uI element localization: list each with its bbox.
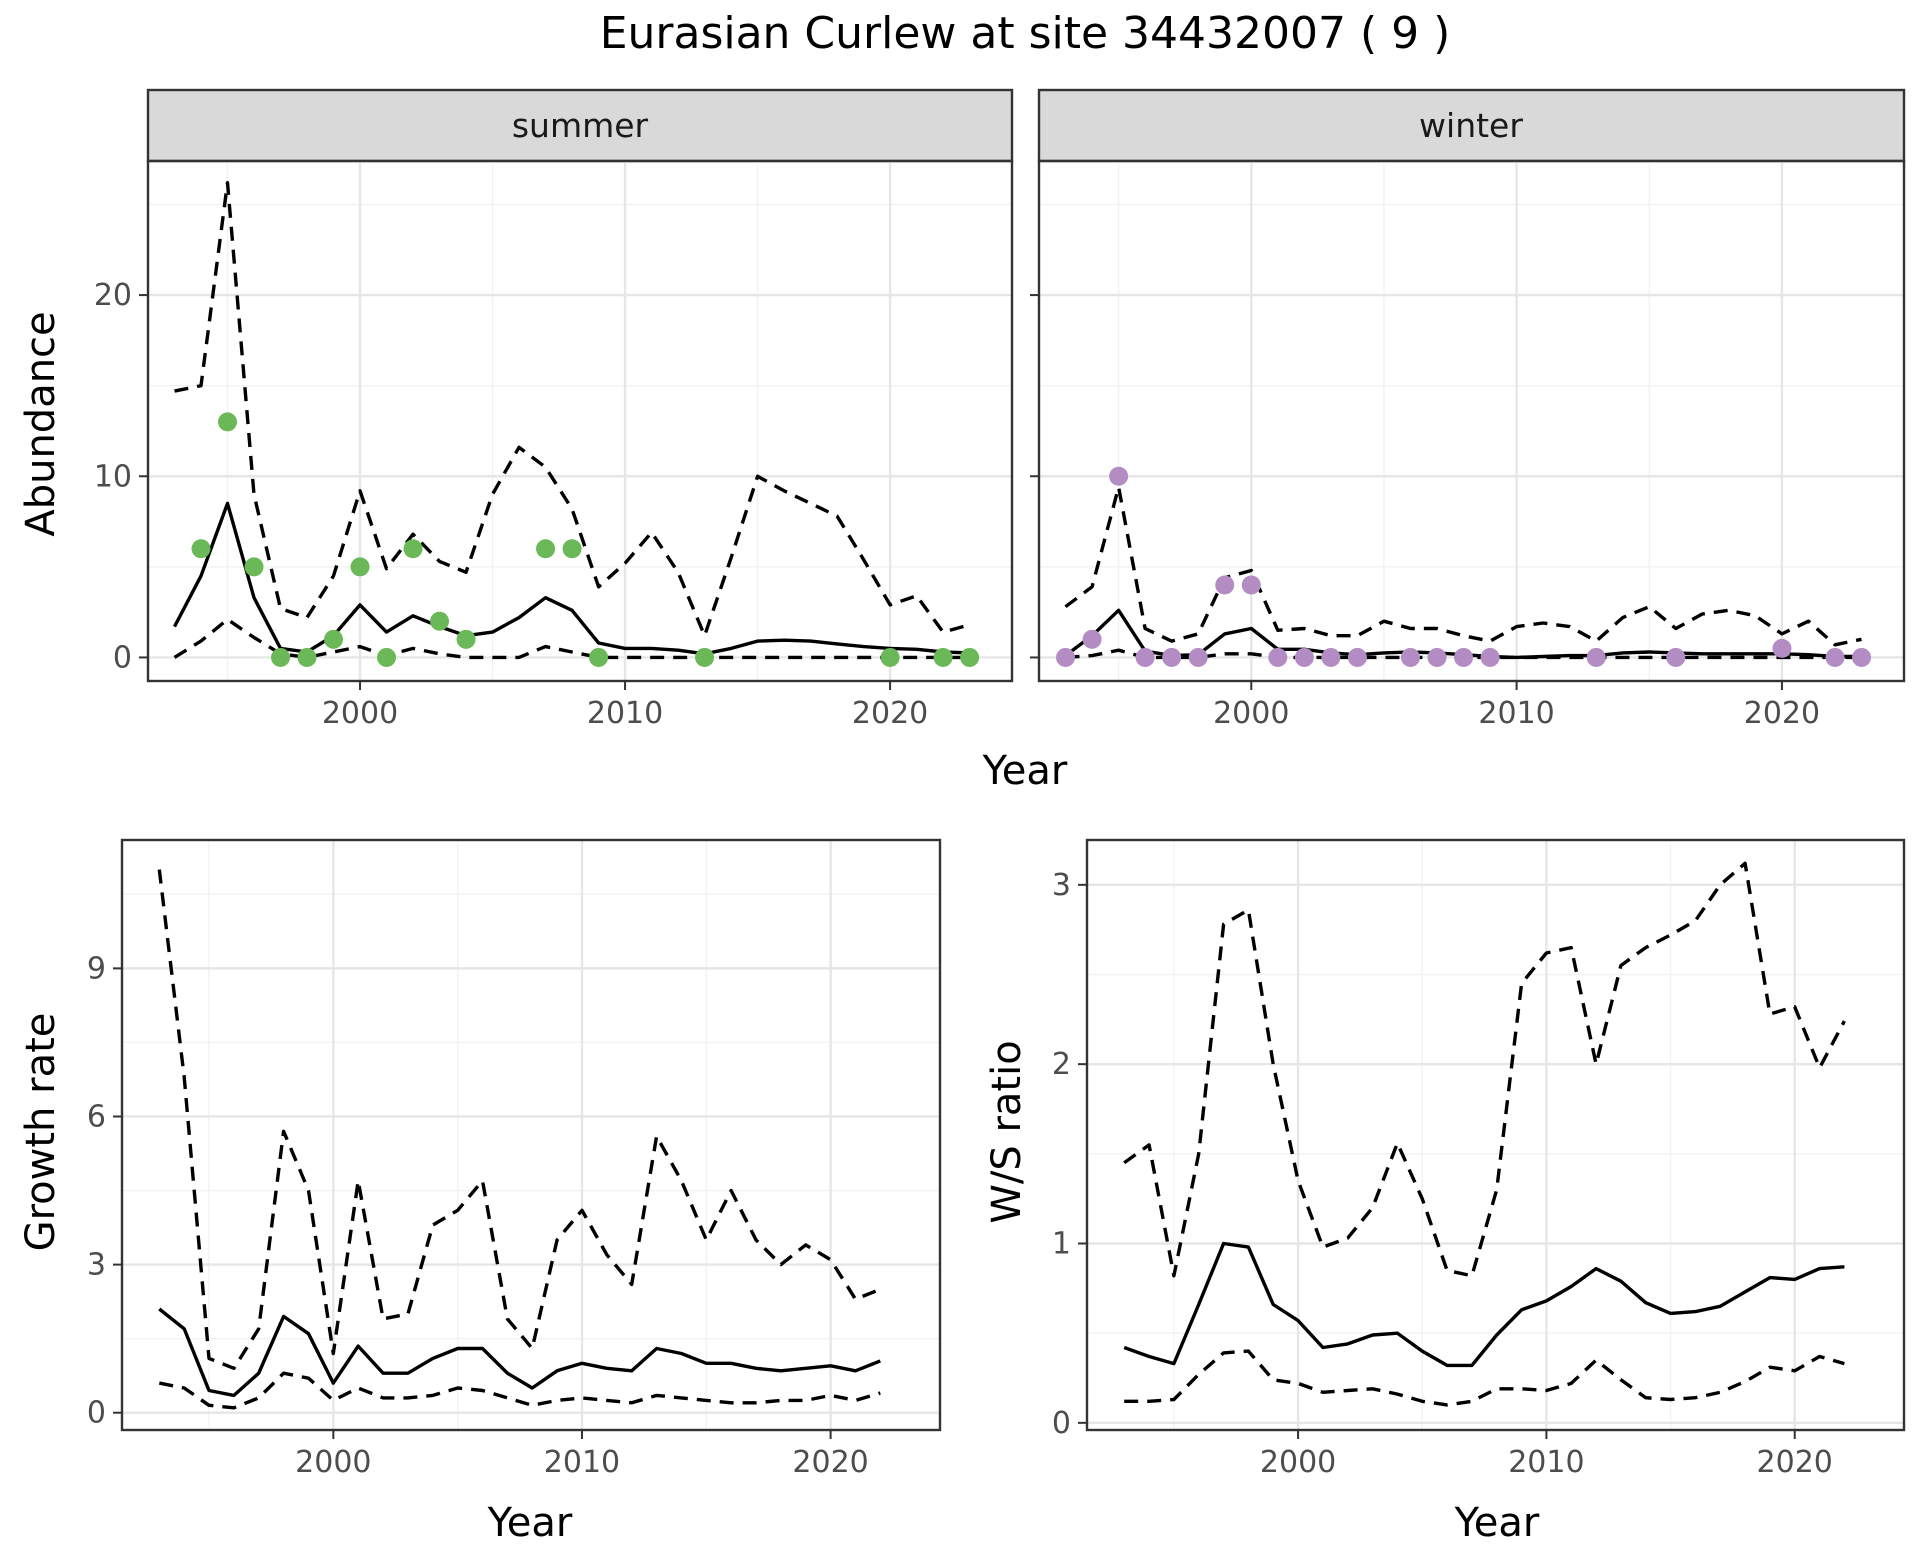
observed-point: [403, 539, 423, 559]
y-tick-label: 1: [1052, 1226, 1071, 1261]
y-tick-label: 0: [87, 1396, 106, 1431]
y-tick-label: 10: [94, 459, 132, 494]
lower-bound-line: [1124, 1349, 1845, 1407]
y-tick-label: 2: [1052, 1047, 1071, 1082]
panel-growth-rate: 2000 2010 2020 0 3 6 9: [87, 838, 942, 1480]
x-tick-label: 2010: [1508, 1445, 1584, 1480]
observed-point: [1480, 647, 1500, 667]
upper-bound-line: [1123, 861, 1846, 1278]
x-tick-label: 2020: [1757, 1445, 1833, 1480]
x-tick-label: 2000: [322, 696, 398, 731]
panel-border: [1085, 838, 1906, 1432]
observed-point: [324, 629, 344, 649]
strip-summer: [146, 88, 1014, 163]
observed-point: [1321, 647, 1341, 667]
x-tick-label: 2020: [852, 696, 928, 731]
x-tick-label: 2000: [1260, 1445, 1336, 1480]
panel-border: [1037, 159, 1906, 683]
observed-point: [1852, 647, 1872, 667]
observed-point: [1162, 647, 1182, 667]
abundance-y-axis-title: Abundance: [18, 311, 64, 536]
observed-point: [1772, 638, 1792, 658]
y-tick-label: 6: [87, 1099, 106, 1134]
estimate-line: [1123, 1241, 1845, 1368]
panel-abundance-summer: summer 2000 2010 2020 0 10 20: [94, 88, 1014, 731]
observed-point: [456, 629, 476, 649]
abundance-x-axis-title: Year: [982, 748, 1068, 794]
growth-x-axis-title: Year: [487, 1500, 573, 1546]
observed-point: [191, 539, 211, 559]
observed-point: [1082, 629, 1102, 649]
ratio-y-axis-title: W/S ratio: [984, 1040, 1030, 1223]
observed-point: [536, 539, 556, 559]
observed-point: [1400, 647, 1420, 667]
y-tick-label: 3: [1052, 868, 1071, 903]
observed-point: [695, 647, 715, 667]
observed-point: [244, 557, 264, 577]
observed-point: [562, 539, 582, 559]
observed-point: [1427, 647, 1447, 667]
observed-point: [271, 647, 291, 667]
x-tick-label: 2020: [792, 1445, 868, 1480]
y-tick-label: 0: [1052, 1406, 1071, 1441]
observed-point: [1135, 647, 1155, 667]
observed-point: [933, 647, 953, 667]
ratio-x-axis-title: Year: [1454, 1500, 1540, 1546]
lower-bound-line: [173, 617, 970, 660]
strip-winter: [1037, 88, 1906, 163]
observed-point: [1454, 647, 1474, 667]
x-tick-label: 2000: [295, 1445, 371, 1480]
panel-abundance-winter: winter 2000 2010 2020: [1030, 88, 1906, 731]
observed-point: [1268, 647, 1288, 667]
observed-point: [218, 412, 238, 432]
observed-point: [1666, 647, 1686, 667]
observed-point: [297, 647, 317, 667]
strip-label-winter: winter: [1419, 106, 1523, 145]
strip-label-summer: summer: [512, 106, 649, 145]
x-tick-label: 2020: [1744, 696, 1820, 731]
y-tick-label: 9: [87, 951, 106, 986]
observed-point: [1294, 647, 1314, 667]
growth-y-axis-title: Growth rate: [18, 1013, 64, 1252]
upper-bound-line: [174, 181, 971, 638]
observed-point: [377, 647, 397, 667]
observed-point: [960, 647, 980, 667]
observed-point: [1825, 647, 1845, 667]
x-tick-label: 2010: [587, 696, 663, 731]
observed-point: [880, 647, 900, 667]
lower-bound-line: [158, 1371, 881, 1410]
y-tick-label: 20: [94, 278, 132, 313]
observed-point: [1109, 466, 1129, 486]
observed-point: [589, 647, 609, 667]
observed-point: [350, 557, 370, 577]
y-tick-label: 0: [113, 640, 132, 675]
figure-title: Eurasian Curlew at site 34432007 ( 9 ): [600, 8, 1451, 59]
panel-border: [146, 159, 1014, 683]
x-tick-label: 2000: [1213, 696, 1289, 731]
observed-point: [1586, 647, 1606, 667]
observed-point: [1241, 575, 1261, 595]
y-tick-label: 3: [87, 1248, 106, 1283]
panel-border: [120, 838, 942, 1432]
observed-point: [1215, 575, 1235, 595]
x-tick-label: 2010: [544, 1445, 620, 1480]
observed-point: [1347, 647, 1367, 667]
observed-point: [1188, 647, 1208, 667]
estimate-line: [158, 1307, 881, 1398]
observed-point: [1056, 647, 1076, 667]
panel-ws-ratio: 2000 2010 2020 0 1 2 3: [1052, 838, 1906, 1480]
observed-point: [430, 611, 450, 631]
x-tick-label: 2010: [1478, 696, 1554, 731]
